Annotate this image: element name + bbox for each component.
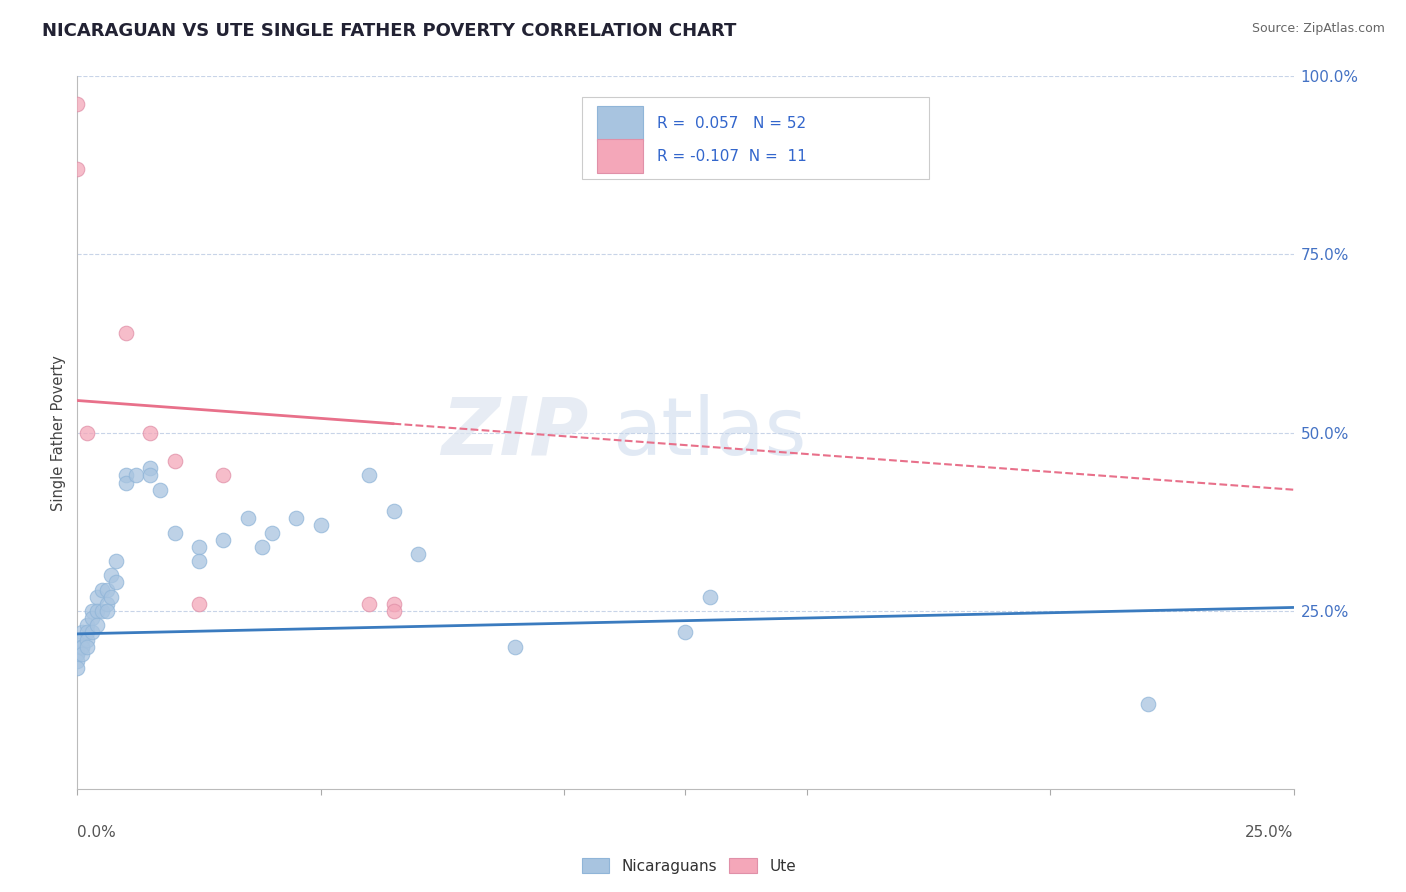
Point — [96, 597, 118, 611]
Point — [115, 326, 138, 340]
Point — [382, 597, 405, 611]
Point — [503, 640, 526, 654]
Point — [115, 475, 138, 490]
Point — [163, 454, 186, 468]
Point — [149, 483, 172, 497]
Point — [188, 554, 211, 568]
Point — [76, 425, 98, 440]
Point — [86, 604, 108, 618]
Point — [382, 604, 405, 618]
Text: 0.0%: 0.0% — [77, 825, 117, 840]
Point — [70, 640, 93, 654]
Point — [212, 468, 235, 483]
Point — [66, 97, 89, 112]
Point — [260, 525, 283, 540]
Point — [250, 540, 273, 554]
Point — [139, 461, 162, 475]
Point — [406, 547, 429, 561]
Point — [359, 597, 381, 611]
Point — [80, 611, 103, 625]
Point — [66, 640, 89, 654]
Text: atlas: atlas — [613, 393, 807, 472]
Point — [188, 540, 211, 554]
Point — [76, 632, 98, 647]
Point — [70, 625, 93, 640]
Point — [66, 661, 89, 675]
Point — [66, 647, 89, 661]
Point — [139, 425, 162, 440]
Point — [96, 604, 118, 618]
Point — [80, 604, 103, 618]
Point — [66, 654, 89, 668]
FancyBboxPatch shape — [596, 139, 643, 173]
Text: R = -0.107  N =  11: R = -0.107 N = 11 — [658, 149, 807, 164]
Point — [66, 161, 89, 176]
Point — [285, 511, 308, 525]
Text: R =  0.057   N = 52: R = 0.057 N = 52 — [658, 116, 807, 131]
Point — [76, 625, 98, 640]
Point — [66, 647, 89, 661]
Point — [96, 582, 118, 597]
Point — [86, 618, 108, 632]
Text: 25.0%: 25.0% — [1246, 825, 1294, 840]
Point — [212, 533, 235, 547]
FancyBboxPatch shape — [596, 106, 643, 141]
Point — [139, 468, 162, 483]
Point — [236, 511, 259, 525]
Point — [675, 625, 697, 640]
Point — [76, 618, 98, 632]
Point — [115, 468, 138, 483]
Point — [163, 525, 186, 540]
Point — [66, 640, 89, 654]
Legend: Nicaraguans, Ute: Nicaraguans, Ute — [576, 852, 801, 880]
Point — [70, 632, 93, 647]
Point — [1136, 697, 1159, 711]
FancyBboxPatch shape — [582, 97, 929, 179]
Point — [76, 640, 98, 654]
Point — [90, 604, 112, 618]
Point — [70, 647, 93, 661]
Point — [188, 597, 211, 611]
Y-axis label: Single Father Poverty: Single Father Poverty — [51, 355, 66, 510]
Point — [382, 504, 405, 518]
Point — [80, 625, 103, 640]
Point — [70, 640, 93, 654]
Point — [699, 590, 721, 604]
Text: Source: ZipAtlas.com: Source: ZipAtlas.com — [1251, 22, 1385, 36]
Point — [309, 518, 332, 533]
Point — [105, 575, 128, 590]
Text: ZIP: ZIP — [440, 393, 588, 472]
Point — [100, 568, 122, 582]
Point — [105, 554, 128, 568]
Point — [359, 468, 381, 483]
Text: NICARAGUAN VS UTE SINGLE FATHER POVERTY CORRELATION CHART: NICARAGUAN VS UTE SINGLE FATHER POVERTY … — [42, 22, 737, 40]
Point — [100, 590, 122, 604]
Point — [125, 468, 148, 483]
Point — [90, 582, 112, 597]
Point — [86, 590, 108, 604]
